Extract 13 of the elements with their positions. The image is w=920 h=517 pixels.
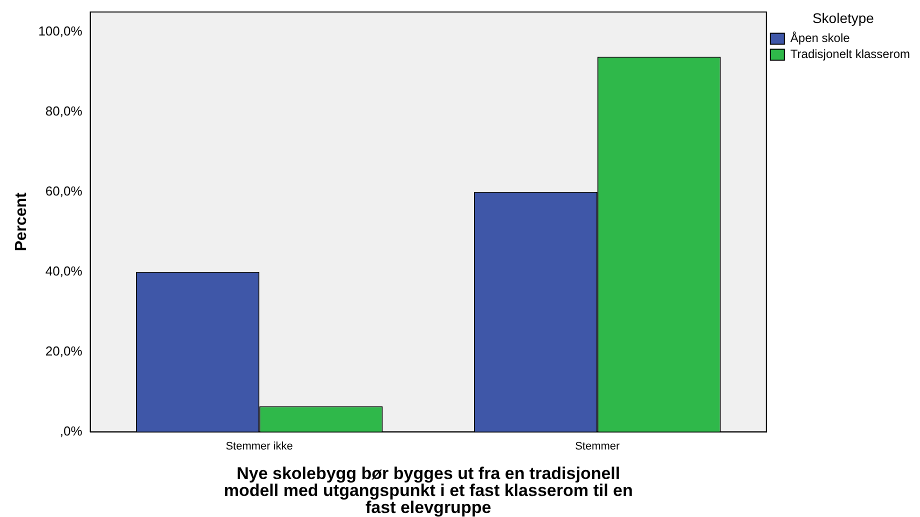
y-tick-label: 80,0% [45, 104, 83, 119]
y-tick-label: 60,0% [45, 183, 83, 198]
y-tick-label: ,0% [60, 423, 83, 438]
y-tick-label: 100,0% [38, 24, 83, 39]
x-tick-label: Stemmer ikke [226, 440, 293, 452]
legend-label: Tradisjonelt klasserom [790, 47, 910, 62]
y-axis-title: Percent [13, 192, 30, 252]
y-tick-label: 40,0% [45, 263, 83, 278]
x-axis-title: Nye skolebygg bør bygges ut fra en tradisjonell modell med utgangspunkt i et fast klasserom til en fast elevgruppe [224, 464, 633, 517]
y-tick-label: 20,0% [45, 343, 83, 358]
legend-label: Åpen skole [790, 31, 850, 46]
legend-title: Skoletype [812, 10, 874, 26]
x-tick-label: Stemmer [575, 440, 620, 452]
